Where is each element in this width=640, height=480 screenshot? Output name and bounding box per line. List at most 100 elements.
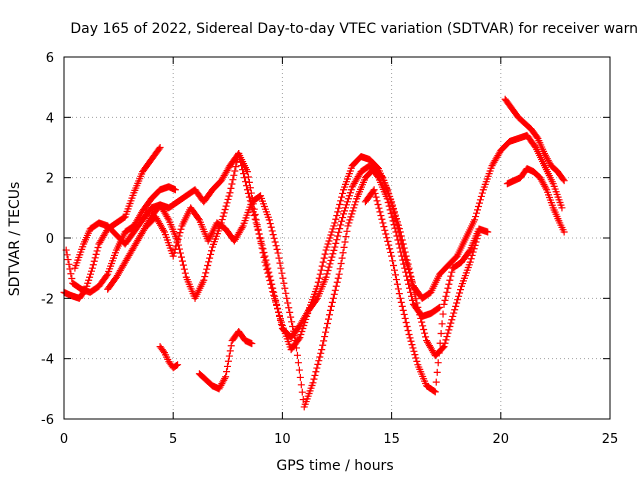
y-tick-label: -4 xyxy=(41,353,54,368)
data-point xyxy=(270,234,278,242)
data-point xyxy=(472,213,480,221)
data-point xyxy=(325,315,333,323)
data-point xyxy=(271,238,279,246)
data-point xyxy=(396,294,404,302)
data-point xyxy=(318,262,326,270)
data-point xyxy=(388,198,396,206)
data-point xyxy=(284,299,292,307)
x-tick-label: 5 xyxy=(169,432,177,447)
data-point xyxy=(436,303,444,311)
data-point xyxy=(288,318,296,326)
data-point xyxy=(176,229,184,237)
data-point xyxy=(275,312,283,320)
data-point xyxy=(395,290,403,298)
data-point xyxy=(391,211,399,219)
data-point xyxy=(471,216,479,224)
data-point xyxy=(312,296,320,304)
data-point xyxy=(335,228,343,236)
data-point xyxy=(272,296,280,304)
data-point xyxy=(331,243,339,251)
data-point xyxy=(332,239,340,247)
data-point xyxy=(414,303,422,311)
data-point xyxy=(87,270,95,278)
series-track-1 xyxy=(60,144,164,302)
data-point xyxy=(277,320,285,328)
data-point xyxy=(90,257,98,265)
data-point xyxy=(334,274,342,282)
data-point xyxy=(435,349,443,357)
data-point xyxy=(439,310,447,318)
data-point xyxy=(336,200,344,208)
data-point xyxy=(440,343,448,351)
data-point xyxy=(401,248,409,256)
data-point xyxy=(435,304,443,312)
data-point xyxy=(473,209,481,217)
data-point xyxy=(405,264,413,272)
data-point xyxy=(88,264,96,272)
data-point xyxy=(329,225,337,233)
data-point xyxy=(325,237,333,245)
data-point xyxy=(269,231,277,239)
data-point xyxy=(311,371,319,379)
data-point xyxy=(286,308,294,316)
data-point xyxy=(224,357,232,365)
data-point xyxy=(402,318,410,326)
data-point xyxy=(103,272,111,280)
data-point xyxy=(268,280,276,288)
data-point xyxy=(330,246,338,254)
data-point xyxy=(342,201,350,209)
data-point xyxy=(454,296,462,304)
y-tick-label: 4 xyxy=(46,111,54,126)
data-point xyxy=(250,212,258,220)
data-point xyxy=(411,351,419,359)
data-point xyxy=(457,286,465,294)
data-point xyxy=(406,269,414,277)
data-point xyxy=(385,241,393,249)
data-point xyxy=(295,335,303,343)
data-point xyxy=(312,368,320,376)
data-point xyxy=(558,204,566,212)
data-point xyxy=(296,373,304,381)
data-point xyxy=(335,204,343,212)
data-point xyxy=(86,273,94,281)
data-point xyxy=(350,204,358,212)
data-point xyxy=(419,322,427,330)
data-point xyxy=(321,250,329,258)
data-point xyxy=(174,235,182,243)
data-point xyxy=(404,276,412,284)
data-point xyxy=(372,193,380,201)
data-point xyxy=(282,289,290,297)
data-point xyxy=(287,313,295,321)
data-point xyxy=(391,271,399,279)
data-point xyxy=(339,189,347,197)
data-point xyxy=(245,193,253,201)
x-tick-label: 20 xyxy=(493,432,510,447)
data-point xyxy=(278,269,286,277)
data-point xyxy=(386,206,394,214)
data-point xyxy=(430,387,438,395)
x-axis-label: GPS time / hours xyxy=(276,458,393,474)
data-point xyxy=(332,215,340,223)
data-point xyxy=(437,330,445,338)
data-point xyxy=(238,224,246,232)
data-point xyxy=(325,311,333,319)
data-point xyxy=(478,189,486,197)
data-point xyxy=(330,222,338,230)
data-point xyxy=(392,215,400,223)
data-point xyxy=(263,260,271,268)
data-point xyxy=(452,302,460,310)
data-point xyxy=(256,234,264,242)
data-point xyxy=(408,341,416,349)
data-point xyxy=(402,252,410,260)
data-point xyxy=(68,275,76,283)
data-point xyxy=(208,247,216,255)
data-point xyxy=(63,251,71,259)
data-point xyxy=(285,304,293,312)
series-track-9 xyxy=(156,343,182,372)
data-point xyxy=(339,214,347,222)
data-point xyxy=(346,216,354,224)
data-point xyxy=(66,265,74,273)
data-point xyxy=(412,354,420,362)
data-point xyxy=(254,226,262,234)
